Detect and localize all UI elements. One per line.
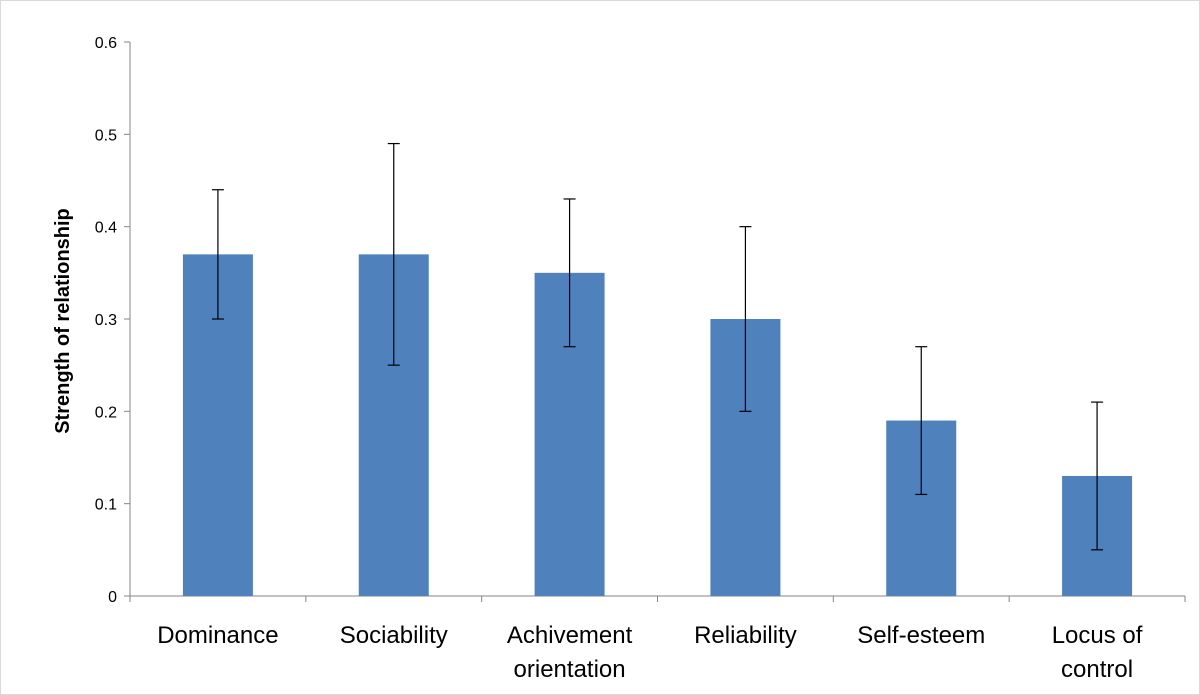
y-tick-label: 0.2 — [95, 404, 117, 421]
x-category-label: Self-esteem — [857, 622, 985, 649]
x-category-label: Locus of control — [1052, 622, 1143, 683]
x-category-labels: Dominance Sociability Achivement orientatio… — [157, 622, 1143, 683]
error-bar — [211, 189, 224, 320]
y-tick-labels: 0 0.1 0.2 0.3 0.4 0.5 0.6 — [95, 35, 117, 606]
y-axis-title: Strength of relationship — [52, 208, 74, 434]
y-tick-label: 0.4 — [95, 220, 117, 237]
x-category-label: Sociability — [340, 622, 448, 649]
error-bars — [211, 142, 1104, 551]
error-bar — [1091, 401, 1104, 551]
x-category-label: Dominance — [157, 622, 278, 649]
error-bar — [563, 198, 576, 348]
y-tick-label: 0.3 — [95, 312, 117, 329]
y-tick-label: 0.1 — [95, 497, 117, 514]
error-bar — [739, 226, 752, 412]
error-bar — [387, 142, 400, 366]
y-tick-label: 0.6 — [95, 35, 117, 52]
y-tick-label: 0.5 — [95, 127, 117, 144]
x-category-label: Reliability — [694, 622, 797, 649]
y-tick-label: 0 — [108, 589, 117, 606]
x-category-label: Achivement orientation — [507, 622, 633, 683]
error-bar — [915, 346, 928, 496]
axes — [124, 41, 1186, 602]
bars — [182, 254, 1133, 596]
